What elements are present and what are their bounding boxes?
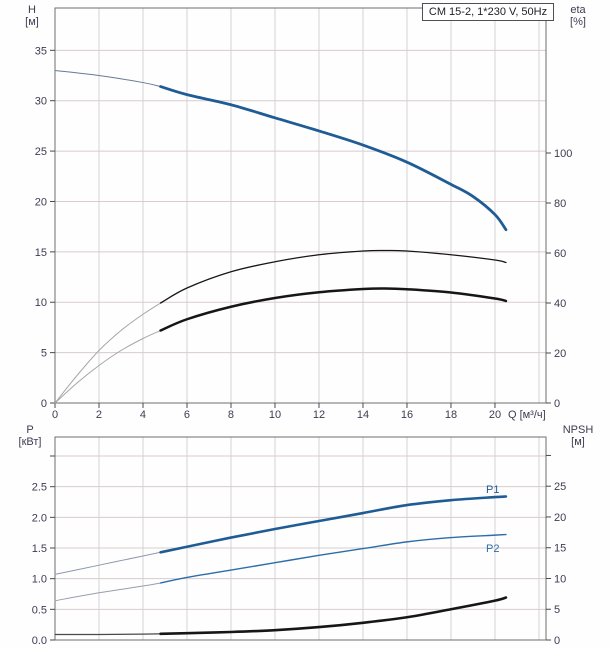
left-axis-tick-label: 2.0 [32,512,47,524]
right-axis-tick-label: 10 [554,573,566,585]
right-axis-tick-label: 25 [554,481,566,493]
left-axis-tick-label: 25 [35,146,47,158]
x-axis-tick-label: 6 [184,409,190,421]
x-axis-tick-label: 0 [52,409,58,421]
h-axis-title-unit: [м] [25,16,39,28]
right-axis-tick-label: 20 [554,348,566,360]
x-axis-tick-label: 2 [96,409,102,421]
series-label-P1: P1 [486,484,499,496]
right-axis-tick-label: 0 [554,635,560,647]
x-axis-tick-label: 12 [313,409,325,421]
curve-P1-curve-lead [54,551,162,575]
curve-eta-pump-curve-lead [54,302,162,404]
curve-P1-curve [159,495,508,554]
right-axis-tick-label: 40 [554,298,566,310]
curve-H-curve [159,85,508,232]
p-axis-title-unit: [кВт] [18,436,42,448]
x-axis-tick-label: 20 [489,409,501,421]
left-axis-tick-label: 1.5 [32,543,47,555]
npsh-axis-title-unit: [м] [571,436,585,448]
right-axis-tick-label: 0 [554,398,560,410]
p-axis-title: P [кВт] [12,424,48,448]
eta-axis-title-symbol: eta [570,4,586,16]
left-axis-tick-label: 35 [35,45,47,57]
npsh-axis-title: NPSH [м] [552,424,604,448]
right-axis-tick-label: 15 [554,543,566,555]
left-axis-tick-label: 2.5 [32,482,47,494]
curve-P2-curve [159,533,507,584]
left-axis-tick-label: 0.5 [32,604,47,616]
plot-frame [54,7,547,404]
plot-frame [54,436,547,641]
curve-NPSH-curve-lead [54,633,162,636]
curve-P2-curve-lead [54,582,162,602]
left-axis-tick-label: 1.0 [32,574,47,586]
x-axis-tick-label: 18 [445,409,457,421]
curve-eta-total-curve-lead [54,330,162,404]
curve-H-curve-lead [54,69,162,88]
series-label-P2: P2 [486,543,499,555]
left-axis-tick-label: 15 [35,247,47,259]
right-axis-tick-label: 100 [554,148,572,160]
eta-axis-title-unit: [%] [570,16,586,28]
curve-eta-pump-curve [159,249,507,304]
left-axis-tick-label: 20 [35,196,47,208]
x-axis-tick-label: 14 [357,409,369,421]
right-axis-tick-label: 80 [554,198,566,210]
curve-eta-total-curve [159,287,508,332]
p-axis-title-symbol: P [26,424,34,436]
h-axis-title-symbol: H [28,4,36,16]
curve-NPSH-curve [159,596,508,636]
x-axis-tick-label: 16 [401,409,413,421]
left-axis-tick-label: 0 [41,398,47,410]
left-axis-tick-label: 0.0 [32,635,47,647]
right-axis-tick-label: 5 [554,604,560,616]
pump-model-title: CM 15-2, 1*230 V, 50Hz [422,3,554,21]
right-axis-tick-label: 60 [554,248,566,260]
left-axis-tick-label: 5 [41,348,47,360]
eta-axis-title: eta [%] [558,4,598,28]
x-axis-tick-label: 8 [228,409,234,421]
x-axis-tick-label: 4 [140,409,146,421]
right-axis-tick-label: 20 [554,512,566,524]
npsh-axis-title-symbol: NPSH [562,424,594,436]
x-axis-tick-label: 10 [269,409,281,421]
left-axis-tick-label: 10 [35,297,47,309]
x-axis-unit-label: Q [м³/ч] [508,409,546,421]
left-axis-tick-label: 30 [35,96,47,108]
h-axis-title: H [м] [16,4,48,28]
